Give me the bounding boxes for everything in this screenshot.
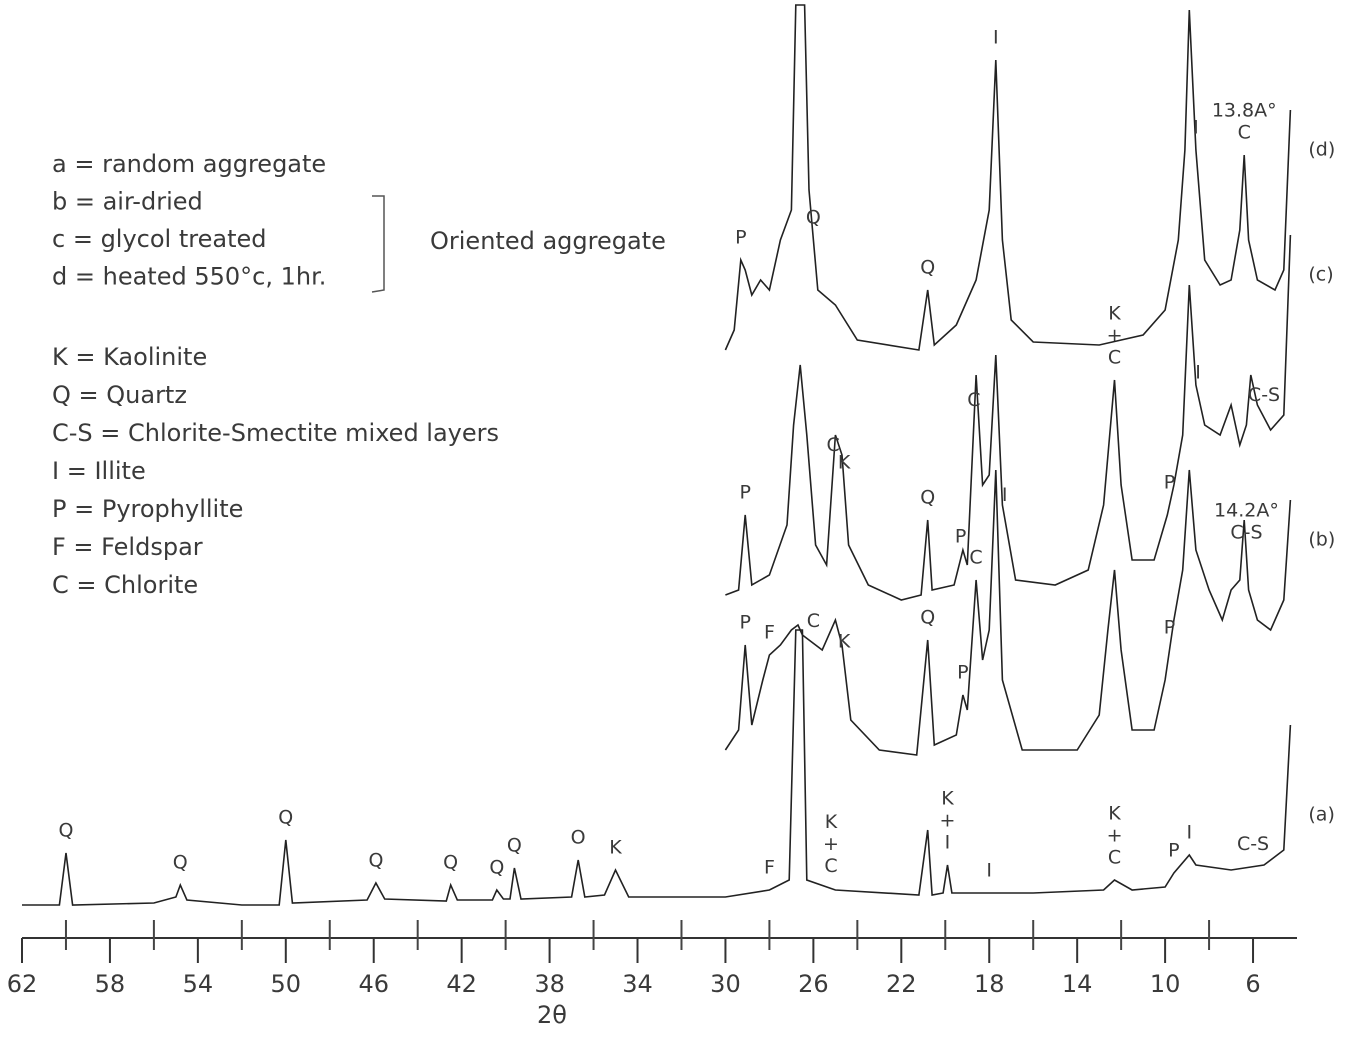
x-tick-label: 22 <box>886 970 917 998</box>
peak-label: I <box>1193 117 1199 139</box>
peak-label: K <box>609 837 622 859</box>
peak-label: K <box>941 788 954 810</box>
peak-label: Q <box>920 607 935 629</box>
x-tick-label: 10 <box>1150 970 1181 998</box>
x-tick-label: 14 <box>1062 970 1093 998</box>
peak-label: C <box>1108 847 1121 869</box>
peak-label: I <box>1002 484 1008 506</box>
key-entry: I = Illite <box>52 457 146 485</box>
peak-label: C <box>967 389 980 411</box>
peak-label: P <box>957 662 968 684</box>
peak-label: Q <box>58 820 73 842</box>
peak-label: P <box>735 227 746 249</box>
legend: Oriented aggregate <box>371 195 666 293</box>
peak-label: C <box>1108 347 1121 369</box>
peak-label: 14.2A° <box>1214 500 1279 522</box>
peak-label: I <box>986 860 992 882</box>
peak-label: I <box>993 27 999 49</box>
key-entry: P = Pyrophyllite <box>52 495 243 523</box>
peak-label: P <box>955 525 966 547</box>
peak-label: P <box>1164 617 1175 639</box>
peak-label: I <box>1186 822 1192 844</box>
x-tick-label: 30 <box>710 970 741 998</box>
peak-label: Q <box>920 487 935 509</box>
peak-label: O <box>571 827 586 849</box>
legend-entry: a = random aggregate <box>52 150 326 178</box>
legend-entry: c = glycol treated <box>52 225 266 253</box>
x-tick-label: 54 <box>183 970 214 998</box>
key-entry: Q = Quartz <box>52 381 187 409</box>
peak-label: C <box>969 547 982 569</box>
peak-label: P <box>1168 840 1179 862</box>
legend-entry: b = air-dried <box>52 188 203 216</box>
peak-label: C-S <box>1248 384 1280 406</box>
x-tick-label: 34 <box>622 970 653 998</box>
peak-label: Q <box>489 857 504 879</box>
x-tick-label: 38 <box>534 970 565 998</box>
peak-label: C <box>807 610 820 632</box>
peak-label: + <box>1107 825 1123 847</box>
peak-label: F <box>764 622 775 644</box>
x-tick-label: 50 <box>271 970 302 998</box>
peak-label: Q <box>278 807 293 829</box>
peak-label: F <box>764 857 775 879</box>
trace <box>22 629 1292 906</box>
peak-label: C <box>827 434 840 456</box>
peak-label: Q <box>806 207 821 229</box>
peak-label: P <box>739 482 750 504</box>
peak-label: + <box>940 810 956 832</box>
key-entry: K = Kaolinite <box>52 343 207 371</box>
peak-label: K <box>825 811 838 833</box>
key-entry: C = Chlorite <box>52 571 198 599</box>
x-tick-label: 58 <box>95 970 126 998</box>
key-entry: C-S = Chlorite-Smectite mixed layers <box>52 419 499 447</box>
x-tick-label: 42 <box>446 970 477 998</box>
bracket-label: Oriented aggregate <box>430 227 666 255</box>
x-axis-label: 2θ <box>537 1001 567 1029</box>
x-tick-label: 18 <box>974 970 1005 998</box>
bracket <box>371 195 385 293</box>
x-tick-label: 6 <box>1245 970 1260 998</box>
peak-label: I <box>1195 362 1201 384</box>
trace <box>724 4 1292 351</box>
peak-label: I <box>945 832 951 854</box>
peak-label: P <box>1164 472 1175 494</box>
peak-label: C <box>824 855 837 877</box>
peak-label: + <box>823 833 839 855</box>
peak-label: P <box>739 612 750 634</box>
trace-label: (d) <box>1308 139 1335 161</box>
trace-label: (c) <box>1308 264 1333 286</box>
x-tick-label: 46 <box>358 970 389 998</box>
peak-label: Q <box>507 835 522 857</box>
peak-label: 13.8A° <box>1212 100 1277 122</box>
peak-label: C <box>1238 122 1251 144</box>
peak-label: Q <box>920 257 935 279</box>
peak-label: K <box>838 630 851 652</box>
peak-label: K <box>1108 303 1121 325</box>
peak-label: Q <box>368 850 383 872</box>
trace-label: (b) <box>1308 529 1335 551</box>
trace-label: (a) <box>1308 804 1334 826</box>
trace <box>725 234 1292 601</box>
x-tick-label: 62 <box>7 970 38 998</box>
peak-label: Q <box>173 852 188 874</box>
peak-label: Q <box>443 852 458 874</box>
peak-label: K <box>838 452 851 474</box>
x-tick-label: 26 <box>798 970 829 998</box>
key-entry: F = Feldspar <box>52 533 203 561</box>
peak-label: C-S <box>1230 522 1262 544</box>
legend-entry: d = heated 550°c, 1hr. <box>52 263 326 291</box>
peak-label: K <box>1108 803 1121 825</box>
peak-label: C-S <box>1237 833 1269 855</box>
trace <box>724 469 1292 756</box>
